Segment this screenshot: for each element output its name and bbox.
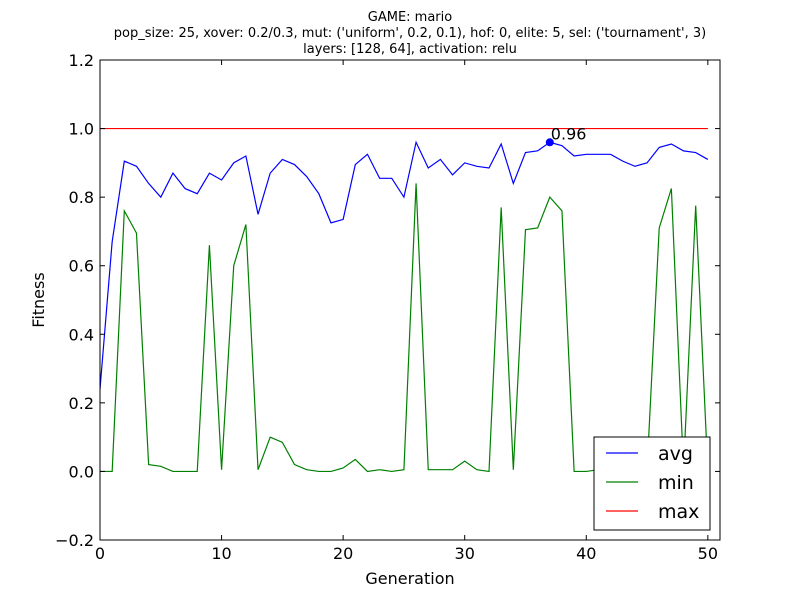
x-tick-label: 20 <box>333 544 353 563</box>
legend-label-max: max <box>658 501 699 523</box>
x-tick-label: 50 <box>698 544 718 563</box>
plot-area: 0.96 <box>100 124 709 473</box>
y-tick-label: 0.6 <box>69 257 94 276</box>
axes-frame <box>99 59 721 541</box>
legend: avg min max <box>593 436 711 531</box>
x-tick-label: 10 <box>211 544 231 563</box>
title-line-1: GAME: mario <box>368 10 452 25</box>
x-tick-label: 0 <box>95 544 105 563</box>
y-tick-label: 0.8 <box>69 188 94 207</box>
axes: 0 10 20 30 40 50 −0.2 0.0 0.2 0.4 0.6 0.8 1.0 1.2 <box>55 51 721 563</box>
legend-label-min: min <box>658 472 694 494</box>
y-axis-label: Fitness <box>29 272 48 327</box>
y-tick-label: 1.0 <box>69 120 94 139</box>
y-tick-label: 0.4 <box>69 325 94 344</box>
y-tick-label: 0.2 <box>69 394 94 413</box>
series-line-min <box>100 183 709 473</box>
title-line-2: pop_size: 25, xover: 0.2/0.3, mut: ('uni… <box>114 26 706 41</box>
annotation-label: 0.96 <box>551 124 587 143</box>
legend-label-avg: avg <box>658 443 693 465</box>
series-line-avg <box>100 140 709 390</box>
y-tick-label: 0.0 <box>69 462 94 481</box>
annotation-marker <box>545 138 554 147</box>
y-tick-label: −0.2 <box>55 531 94 550</box>
x-tick-label: 30 <box>455 544 475 563</box>
chart-title: GAME: mario pop_size: 25, xover: 0.2/0.3… <box>114 10 706 57</box>
y-tick-label: 1.2 <box>69 51 94 70</box>
title-line-3: layers: [128, 64], activation: relu <box>303 42 517 57</box>
x-axis-label: Generation <box>365 569 454 588</box>
x-tick-label: 40 <box>576 544 596 563</box>
series-group <box>100 127 709 473</box>
